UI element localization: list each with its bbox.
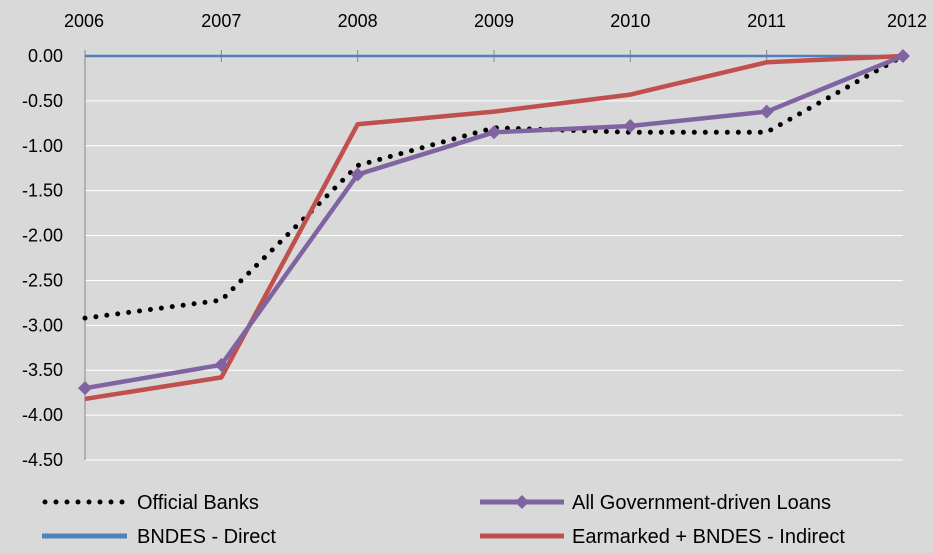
y-tick-label: 0.00 — [28, 46, 63, 66]
legend: Official Banks All Government-driven Loan… — [42, 492, 845, 548]
x-tick-label: 2006 — [64, 11, 104, 31]
legend-label-earmarked-bndes-indirect: Earmarked + BNDES - Indirect — [572, 526, 845, 548]
x-tick-label: 2012 — [887, 11, 927, 31]
legend-label-official-banks: Official Banks — [137, 492, 259, 514]
y-tick-label: -3.50 — [22, 360, 63, 380]
y-tick-label: -1.50 — [22, 181, 63, 201]
data-point-marker — [896, 49, 910, 63]
data-point-marker — [214, 357, 229, 372]
series-line-official-banks — [82, 53, 906, 321]
x-tick-label: 2011 — [747, 11, 786, 31]
series-line-all-government-driven-loans — [84, 53, 904, 391]
data-point-marker — [78, 381, 92, 396]
y-tick-label: -4.00 — [22, 405, 63, 425]
series-line-earmarked-bndes-indirect — [84, 53, 904, 402]
y-tick-label: -3.00 — [22, 315, 63, 335]
data-point-marker — [623, 119, 638, 134]
legend-marker — [515, 495, 529, 509]
y-tick-label: -1.00 — [22, 136, 63, 156]
y-tick-label: -2.00 — [22, 226, 63, 246]
axes: 0.00 -0.50 -1.00 -1.50 -2.00 -2.50 -3.00 -3.50 -… — [22, 11, 927, 470]
legend-label-bndes-direct: BNDES - Direct — [137, 526, 276, 548]
series-lines — [78, 49, 910, 402]
data-point-marker — [350, 167, 365, 182]
legend-label-all-government-driven-loans: All Government-driven Loans — [572, 492, 831, 514]
x-tick-label: 2009 — [474, 11, 514, 31]
data-point-marker — [487, 125, 501, 140]
x-tick-label: 2008 — [338, 11, 378, 31]
x-tick-label: 2010 — [610, 11, 650, 31]
x-tick-label: 2007 — [201, 11, 241, 31]
data-point-marker — [759, 104, 774, 119]
gridlines — [85, 55, 903, 461]
y-tick-label: -2.50 — [22, 270, 63, 290]
y-tick-label: -4.50 — [22, 450, 63, 470]
y-tick-label: -0.50 — [22, 91, 63, 111]
